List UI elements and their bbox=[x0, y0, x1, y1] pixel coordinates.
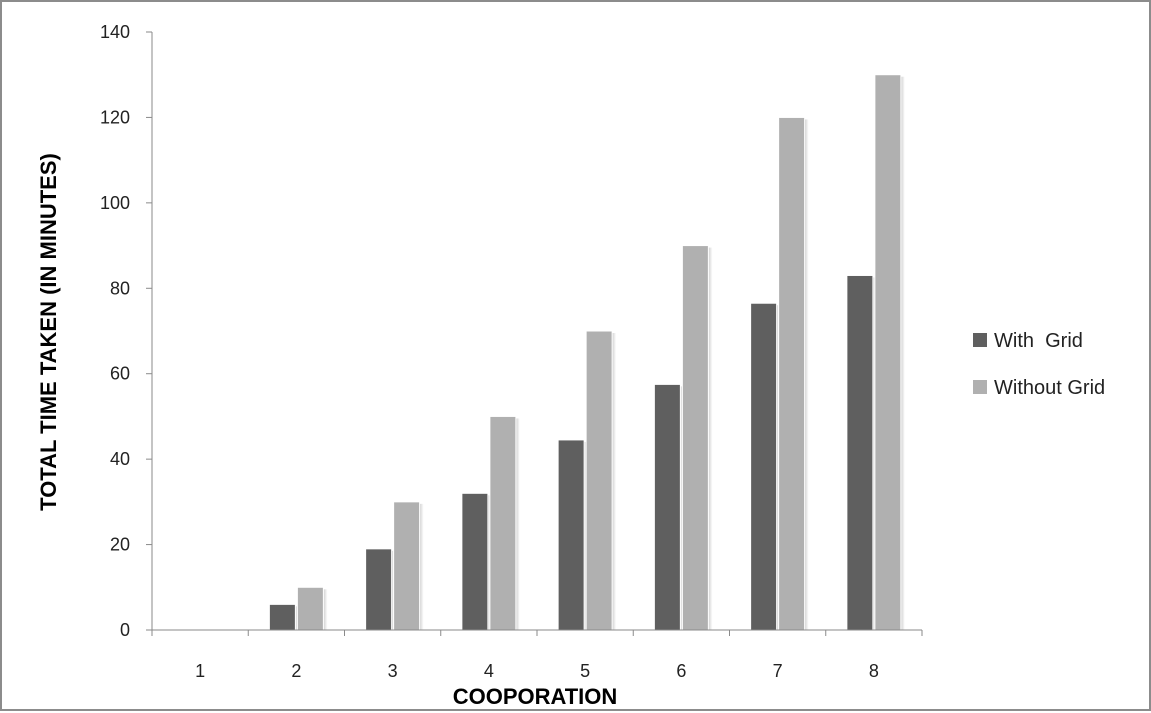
y-tick-label: 140 bbox=[100, 22, 130, 42]
bar-shadow bbox=[419, 503, 424, 630]
x-tick-label: 5 bbox=[580, 661, 590, 681]
legend-label-with-grid: With Grid bbox=[994, 330, 1083, 352]
y-tick-label: 0 bbox=[120, 620, 130, 640]
bar-without-grid bbox=[778, 116, 806, 631]
bar-shadow bbox=[900, 76, 905, 630]
x-tick-label: 1 bbox=[195, 661, 205, 681]
bar-with-grid bbox=[461, 492, 489, 631]
legend-swatch-without-grid bbox=[973, 380, 987, 394]
bar-without-grid bbox=[393, 501, 421, 631]
y-tick-label: 40 bbox=[110, 449, 130, 469]
x-tick-label: 8 bbox=[869, 661, 879, 681]
x-tick-label: 4 bbox=[484, 661, 494, 681]
bar-with-grid bbox=[846, 274, 874, 631]
bar-with-grid bbox=[557, 439, 585, 631]
ticks-layer: 0 20 40 60 80 100 120 140 1 2 3 4 5 6 7 8 bbox=[100, 22, 923, 681]
bar-with-grid bbox=[750, 302, 778, 631]
legend: With Grid Without Grid bbox=[973, 330, 1105, 399]
bar-shadow bbox=[804, 119, 809, 630]
bars-layer bbox=[268, 74, 905, 631]
legend-swatch-with-grid bbox=[973, 333, 987, 347]
bar-without-grid bbox=[585, 330, 613, 631]
bar-without-grid bbox=[489, 415, 517, 631]
x-axis-title: COOPORATION bbox=[453, 684, 618, 709]
y-tick-label: 20 bbox=[110, 535, 130, 555]
bar-with-grid bbox=[268, 603, 296, 631]
x-tick-label: 7 bbox=[773, 661, 783, 681]
y-axis-title: TOTAL TIME TAKEN (IN MINUTES) bbox=[36, 153, 61, 511]
bar-shadow bbox=[612, 333, 617, 630]
bar-without-grid bbox=[874, 74, 902, 631]
x-tick-label: 6 bbox=[676, 661, 686, 681]
y-tick-label: 80 bbox=[110, 278, 130, 298]
y-tick-label: 120 bbox=[100, 107, 130, 127]
bar-shadow bbox=[708, 247, 713, 631]
bar-with-grid bbox=[365, 548, 393, 631]
bar-shadow bbox=[515, 418, 520, 630]
legend-label-without-grid: Without Grid bbox=[994, 377, 1105, 399]
y-tick-label: 60 bbox=[110, 364, 130, 384]
bar-without-grid bbox=[296, 586, 324, 631]
x-tick-label: 3 bbox=[388, 661, 398, 681]
y-tick-label: 100 bbox=[100, 193, 130, 213]
bar-with-grid bbox=[653, 383, 681, 631]
bar-shadow bbox=[323, 589, 328, 630]
x-tick-label: 2 bbox=[291, 661, 301, 681]
bar-without-grid bbox=[681, 245, 709, 631]
